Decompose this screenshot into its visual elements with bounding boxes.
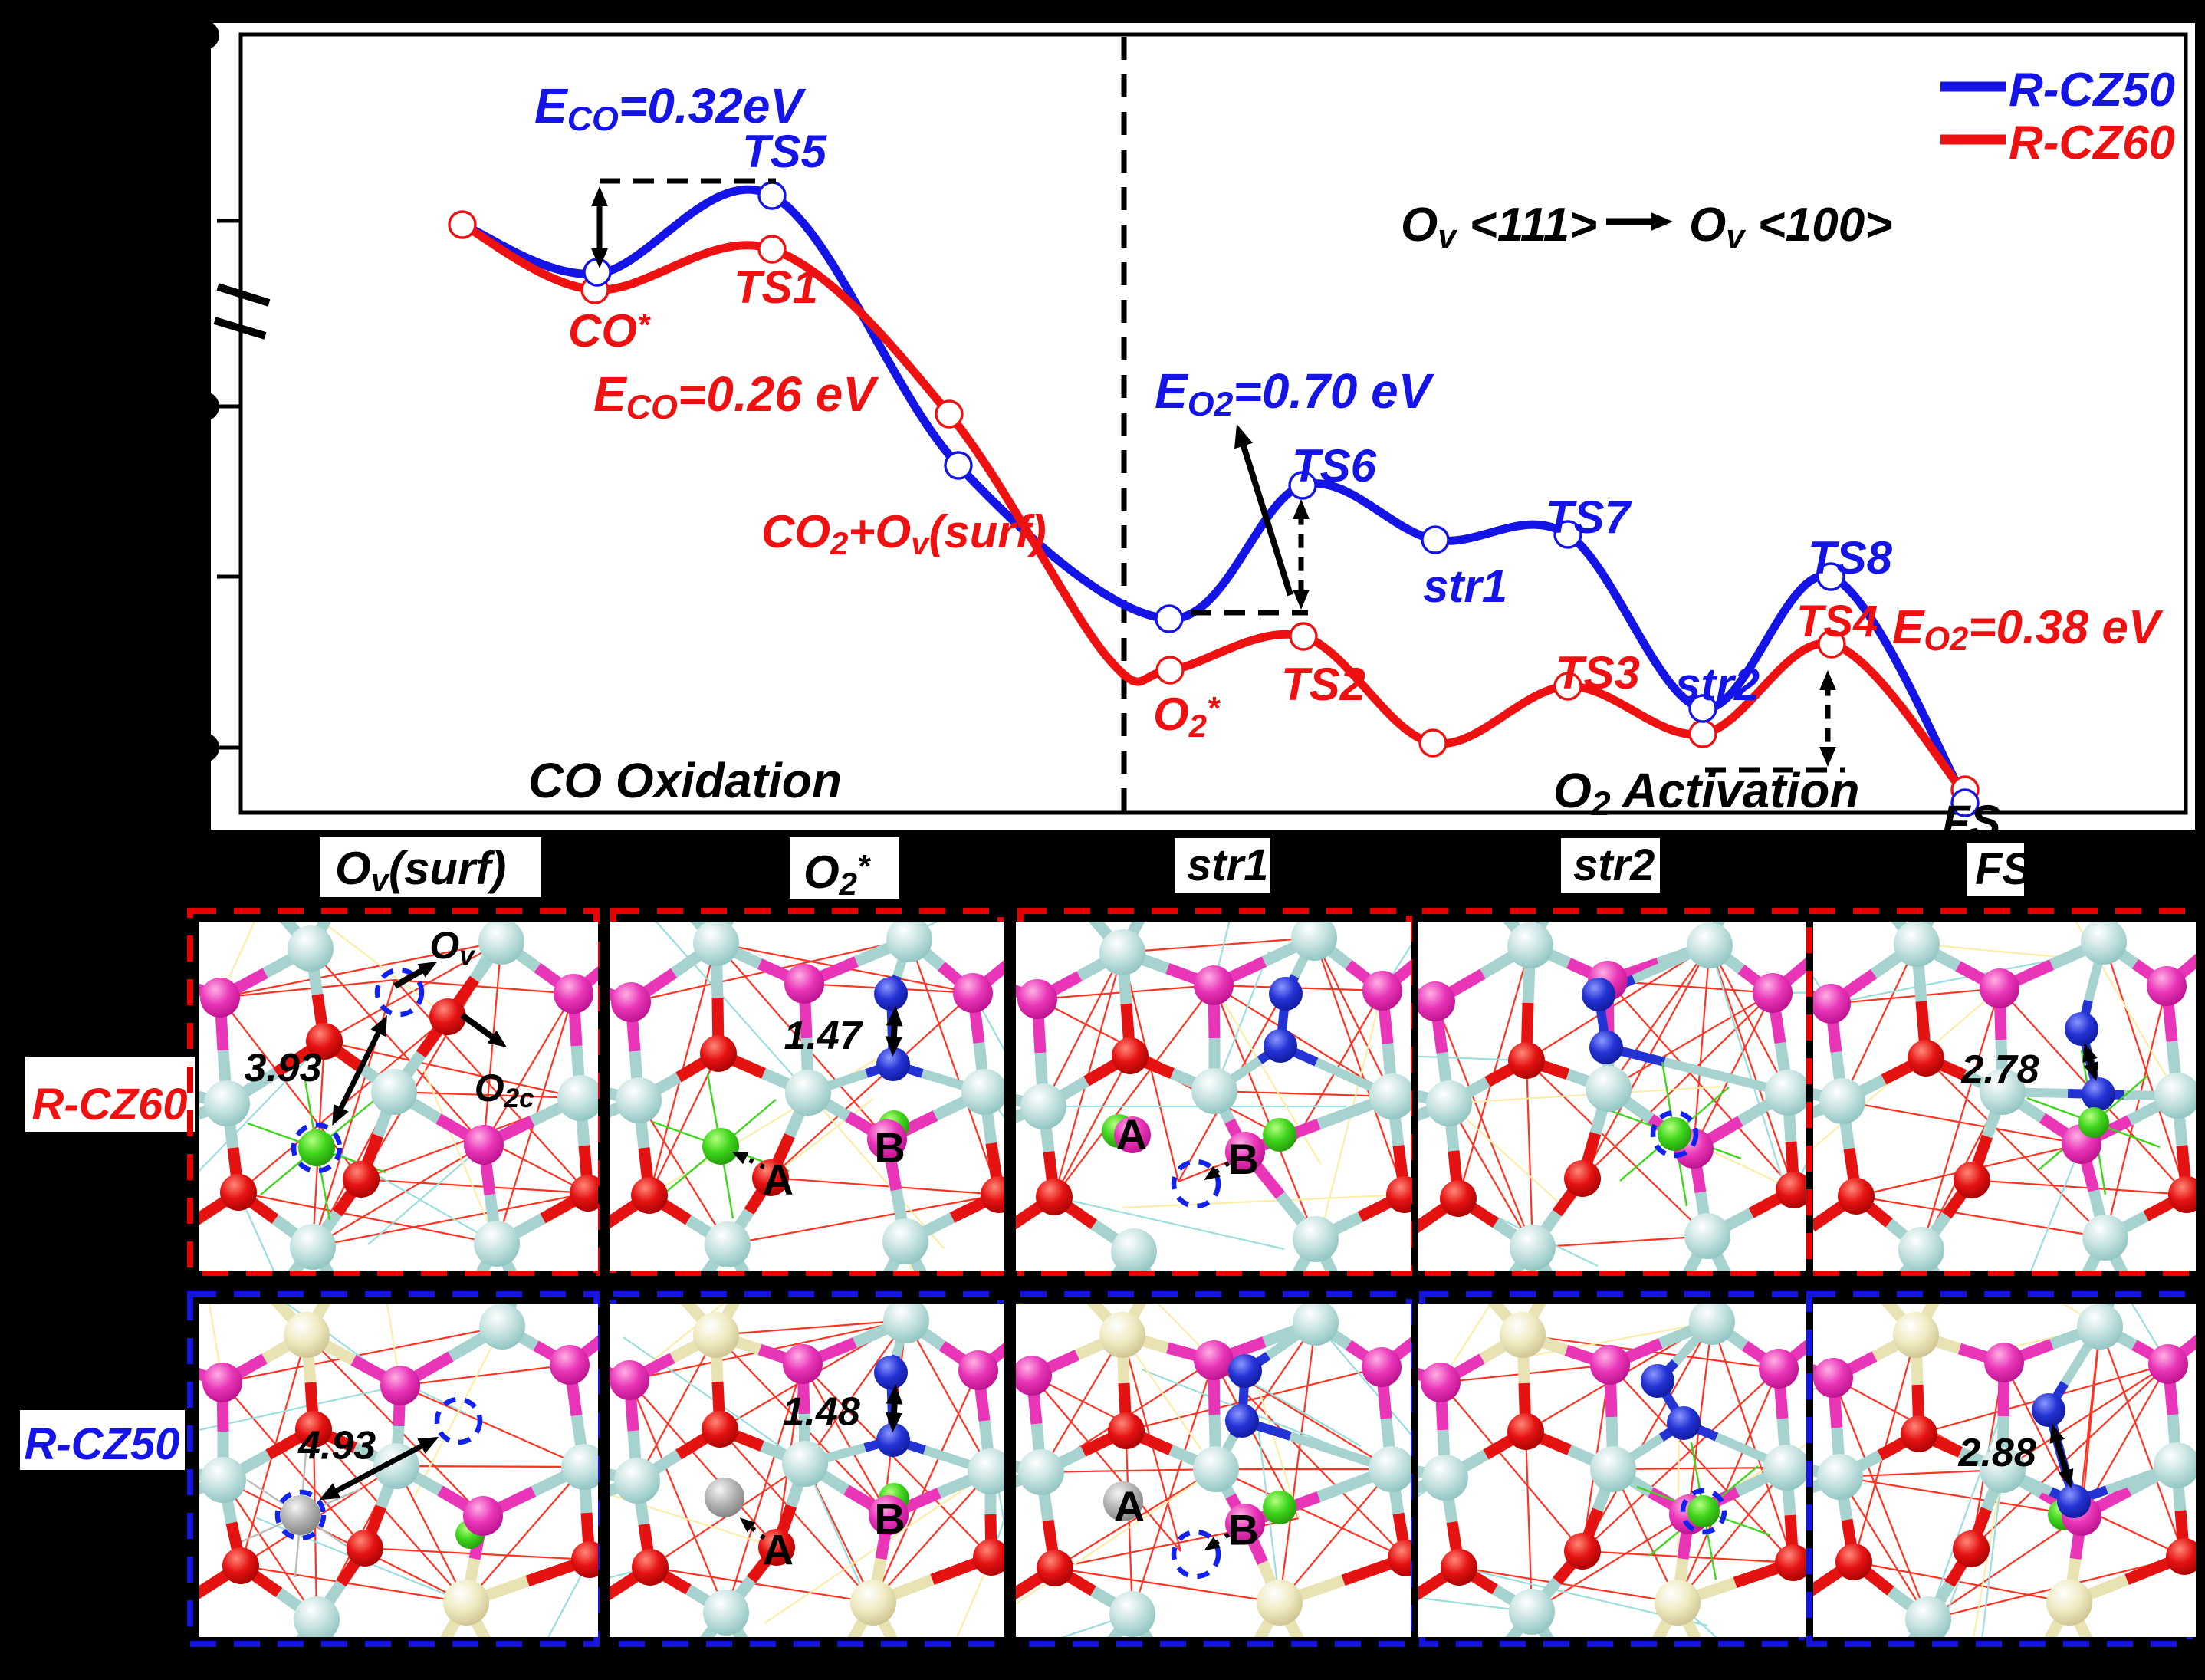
svg-text:CO2+Ov(surf): CO2+Ov(surf) (761, 506, 1047, 561)
svg-text:B: B (874, 1494, 905, 1543)
svg-text:R-CZ60: R-CZ60 (2009, 117, 2175, 169)
svg-text:1.48: 1.48 (783, 1390, 860, 1435)
svg-text:TS2: TS2 (1281, 659, 1365, 710)
svg-text:TS4: TS4 (1796, 597, 1878, 646)
svg-text:CO Oxidation: CO Oxidation (528, 753, 842, 808)
svg-text:2.88: 2.88 (1958, 1431, 2036, 1475)
svg-text:B: B (1227, 1135, 1258, 1183)
svg-text:str2: str2 (1675, 659, 1760, 710)
svg-text:str1: str1 (1187, 840, 1268, 890)
svg-text:TS7: TS7 (1546, 492, 1632, 543)
svg-text:A: A (1116, 1110, 1147, 1159)
svg-text:2.78: 2.78 (1960, 1047, 2039, 1092)
svg-text:Ov <100>: Ov <100> (1689, 199, 1892, 255)
svg-text:B: B (874, 1123, 905, 1172)
svg-text:R-CZ50: R-CZ50 (24, 1419, 179, 1469)
svg-text:3.93: 3.93 (244, 1046, 321, 1090)
svg-text:TS1: TS1 (734, 261, 818, 313)
svg-text:TS6: TS6 (1292, 440, 1377, 492)
svg-text:A: A (763, 1156, 794, 1204)
svg-text:B: B (1227, 1506, 1258, 1554)
svg-text:CO*: CO* (568, 305, 651, 357)
svg-text:1.47: 1.47 (784, 1014, 863, 1058)
svg-text:TS3: TS3 (1556, 647, 1640, 699)
svg-text:4.93: 4.93 (297, 1424, 376, 1468)
svg-text:FS: FS (1942, 796, 2001, 847)
svg-text:TS5: TS5 (742, 126, 828, 177)
svg-text:Ov <111>: Ov <111> (1401, 199, 1597, 255)
svg-text:str1: str1 (1423, 561, 1507, 612)
svg-text:R-CZ60: R-CZ60 (31, 1080, 187, 1129)
svg-text:R-CZ50: R-CZ50 (2009, 64, 2175, 117)
svg-text:FS: FS (1975, 844, 2032, 894)
svg-text:Ov(surf): Ov(surf) (335, 843, 506, 898)
svg-text:TS8: TS8 (1808, 532, 1893, 584)
svg-text:str2: str2 (1573, 840, 1655, 890)
svg-text:A: A (1114, 1482, 1145, 1530)
svg-text:A: A (763, 1525, 794, 1573)
